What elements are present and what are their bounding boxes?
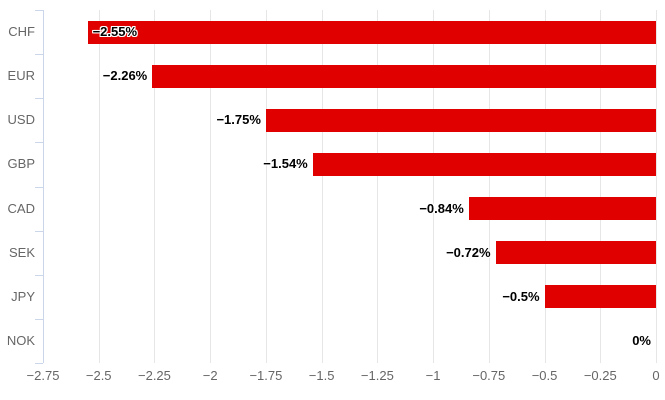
y-axis-tick — [35, 98, 43, 99]
x-axis-label: −2.25 — [138, 368, 171, 383]
gridline — [322, 10, 323, 363]
gridline — [600, 10, 601, 363]
y-axis-tick — [35, 319, 43, 320]
y-axis-tick — [35, 10, 43, 11]
bar-label-nok: 0% — [632, 332, 651, 348]
bar-usd[interactable] — [265, 108, 656, 132]
y-axis-tick — [35, 142, 43, 143]
bar-label-gbp: −1.54% — [263, 156, 308, 172]
x-axis-label: 0 — [652, 368, 660, 383]
category-label-nok: NOK — [6, 332, 35, 348]
x-axis-label: −1 — [425, 368, 441, 383]
x-axis-label: −1.75 — [249, 368, 283, 383]
x-axis-label: −2.75 — [26, 368, 60, 383]
gridline — [377, 10, 378, 363]
bar-label-chf: −2.55% — [92, 24, 138, 40]
bar-jpy[interactable] — [544, 285, 656, 309]
x-axis-label: −0.5 — [531, 368, 558, 383]
gridline — [489, 10, 490, 363]
category-label-cad: CAD — [7, 200, 35, 216]
bar-label-cad: −0.84% — [419, 200, 464, 216]
plot-area: −2.55% −2.26% −1.75% −1.54% −0.84% −0.72% −0.5… — [35, 10, 657, 364]
gridline — [154, 10, 155, 363]
y-axis-tick — [35, 363, 43, 364]
bar-label-eur: −2.26% — [102, 68, 148, 84]
gridline — [99, 10, 100, 363]
gridline — [545, 10, 546, 363]
category-label-jpy: JPY — [11, 288, 35, 304]
x-axis-label: −2.5 — [85, 368, 112, 383]
gridline — [656, 10, 657, 363]
y-axis-tick — [35, 275, 43, 276]
y-axis-tick — [35, 231, 43, 232]
x-axis-label: −1.5 — [308, 368, 335, 383]
bar-label-usd: −1.75% — [216, 112, 261, 128]
category-label-eur: EUR — [7, 68, 35, 84]
bar-label-jpy: −0.5% — [502, 288, 540, 304]
bar-gbp[interactable] — [312, 152, 656, 176]
y-axis-line — [43, 10, 44, 363]
bar-label-sek: −0.72% — [446, 244, 491, 260]
y-axis-tick — [35, 54, 43, 55]
x-axis-label: −2 — [202, 368, 218, 383]
category-label-gbp: GBP — [7, 156, 35, 172]
x-axis-label: −0.75 — [472, 368, 506, 383]
bar-cad[interactable] — [468, 197, 656, 221]
gridline — [433, 10, 434, 363]
x-axis-label: −0.25 — [583, 368, 617, 383]
bar-eur[interactable] — [152, 64, 656, 88]
bar-sek[interactable] — [495, 241, 656, 265]
y-axis-tick — [35, 187, 43, 188]
x-axis-label: −1.25 — [360, 368, 394, 383]
bar-chf[interactable] — [87, 20, 656, 44]
gridline — [266, 10, 267, 363]
category-label-usd: USD — [7, 112, 35, 128]
category-label-sek: SEK — [8, 244, 35, 260]
gridline — [210, 10, 211, 363]
category-label-chf: CHF — [8, 24, 35, 40]
